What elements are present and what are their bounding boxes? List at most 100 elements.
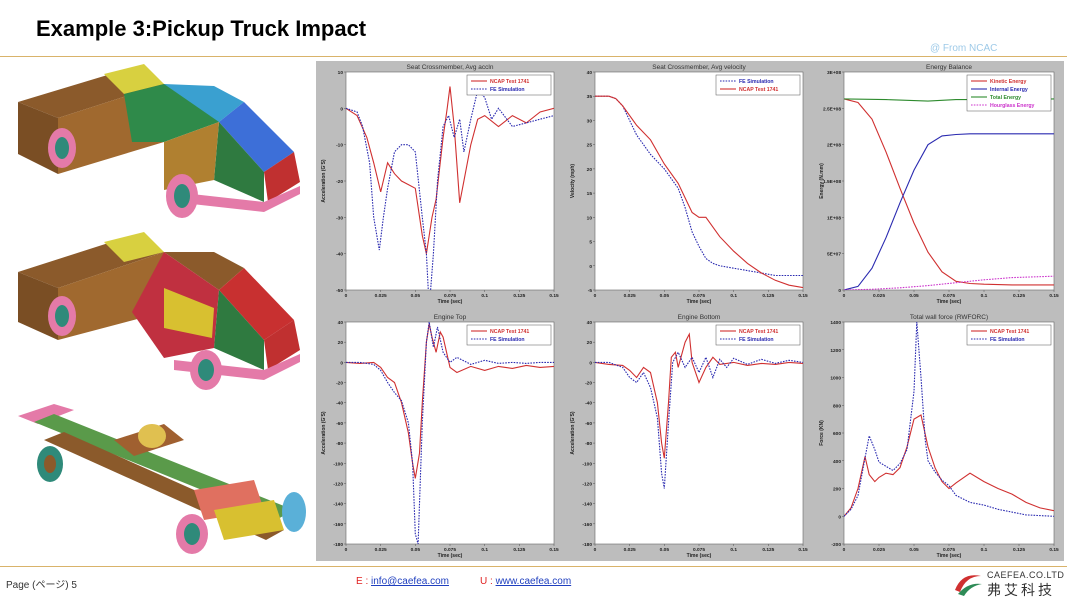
truck-chassis-image <box>18 404 306 554</box>
website-link[interactable]: www.caefea.com <box>495 576 572 587</box>
x-tick-label: 0.075 <box>444 293 456 299</box>
legend-entry: FE Simulation <box>490 87 525 93</box>
y-tick-label: -20 <box>336 179 343 185</box>
truck-exterior-image <box>18 64 300 218</box>
y-tick-label: 20 <box>338 340 344 346</box>
chart-seat-velocity: Seat Crossmember, Avg velocity 40 35 30 25 20… <box>567 62 811 306</box>
chart-title: Energy Balance <box>926 64 972 71</box>
company-name-cn: 弗艾科技 <box>987 582 1055 598</box>
y-tick-label: 10 <box>338 70 344 76</box>
x-tick-label: 0.1 <box>981 547 988 553</box>
page-number: Page (ページ) 5 <box>6 580 77 591</box>
x-tick-label: 0.025 <box>375 547 387 553</box>
y-tick-label: 20 <box>587 340 593 346</box>
series-line-ncap-test-1741 <box>595 95 803 289</box>
company-name-en: CAEFEA.CO.LTD <box>987 570 1065 580</box>
y-tick-label: 0 <box>589 360 592 366</box>
x-tick-label: 0.075 <box>693 547 705 553</box>
x-tick-label: 0.025 <box>873 293 885 299</box>
x-axis-label: Time (sec) <box>687 553 712 559</box>
y-tick-label: -180 <box>582 542 592 548</box>
x-tick-label: 0.05 <box>909 547 919 553</box>
chart-engine-top: Engine Top 40 20 0 -20 -40 -60 -80 -100 -120 -140 -… <box>318 312 562 560</box>
chart-title: Total wall force (RWFORC) <box>910 314 988 321</box>
email-link[interactable]: info@caefea.com <box>371 576 449 587</box>
y-tick-label: 400 <box>833 459 841 465</box>
y-tick-label: 40 <box>587 70 593 76</box>
y-tick-label: -200 <box>831 542 841 548</box>
plot-area <box>843 321 1055 545</box>
y-tick-label: 40 <box>338 320 344 326</box>
x-tick-label: 0.075 <box>943 293 955 299</box>
y-tick-label: 5 <box>589 240 592 246</box>
y-tick-label: -160 <box>582 522 592 528</box>
x-axis-label: Time (sec) <box>438 299 463 305</box>
page-title: Example 3:Pickup Truck Impact <box>36 16 367 41</box>
legend <box>466 74 552 96</box>
truck-cutaway-image <box>18 232 300 390</box>
y-tick-label: -20 <box>336 381 343 387</box>
x-tick-label: 0.1 <box>730 547 737 553</box>
legend-entry: NCAP Test 1741 <box>490 329 529 335</box>
y-tick-label: 40 <box>587 320 593 326</box>
y-tick-label: -40 <box>585 401 592 407</box>
legend <box>466 324 552 346</box>
x-tick-label: 0.075 <box>943 547 955 553</box>
series-line-fe-simulation <box>595 351 803 489</box>
y-tick-label: -160 <box>333 522 343 528</box>
y-tick-label: 0 <box>838 288 841 294</box>
y-axis-label: Force (KN) <box>819 420 825 446</box>
legend-entry: Kinetic Energy <box>990 79 1026 85</box>
y-tick-label: -5 <box>588 288 593 294</box>
legend-entry: Internal Energy <box>990 87 1028 93</box>
x-axis-label: Time (sec) <box>937 299 962 305</box>
y-tick-label: 1000 <box>830 376 841 382</box>
x-tick-label: 0.075 <box>693 293 705 299</box>
y-tick-label: -100 <box>582 461 592 467</box>
x-tick-label: 0.025 <box>624 293 636 299</box>
y-axis-label: Velocity (mph) <box>570 164 576 199</box>
y-tick-label: -60 <box>585 421 592 427</box>
y-axis-label: Acceleration (G'S) <box>321 411 327 454</box>
x-tick-label: 0 <box>843 293 846 299</box>
chart-title: Engine Top <box>434 314 467 321</box>
y-tick-label: -40 <box>336 401 343 407</box>
legend-entry: FE Simulation <box>990 337 1025 343</box>
series-line-ncap-test-1741 <box>595 332 803 459</box>
y-tick-label: 800 <box>833 403 841 409</box>
y-tick-label: 0 <box>589 264 592 270</box>
y-tick-label: -100 <box>333 461 343 467</box>
y-tick-label: 1E+08 <box>827 215 841 221</box>
y-tick-label: 5E+07 <box>827 252 841 258</box>
chart-title: Engine Bottom <box>678 314 721 321</box>
x-tick-label: 0.025 <box>375 293 387 299</box>
x-tick-label: 0.125 <box>1013 547 1025 553</box>
x-tick-label: 0 <box>843 547 846 553</box>
y-tick-label: 1200 <box>830 348 841 354</box>
plot-area <box>345 71 555 291</box>
x-tick-label: 0 <box>345 547 348 553</box>
plot-area <box>345 321 555 545</box>
chart-engine-bottom: Engine Bottom 40 20 0 -20 -40 -60 -80 -100 -120 -1… <box>567 312 811 560</box>
email-label: E : <box>356 576 369 587</box>
y-tick-label: -120 <box>582 481 592 487</box>
footer-divider <box>0 566 1067 567</box>
legend-entry: Total Energy <box>990 95 1021 101</box>
x-tick-label: 0.15 <box>549 547 559 553</box>
x-tick-label: 0.1 <box>481 293 488 299</box>
legend-entry: Hourglass Energy <box>990 103 1035 109</box>
legend-entry: NCAP Test 1741 <box>490 79 529 85</box>
series-line-ncap-test-1741 <box>346 86 554 254</box>
x-tick-label: 0 <box>594 293 597 299</box>
y-tick-label: 1400 <box>830 320 841 326</box>
legend-entry: FE Simulation <box>739 337 774 343</box>
x-tick-label: 0.05 <box>660 293 670 299</box>
legend <box>715 324 801 346</box>
chart-seat-accel: Seat Crossmember, Avg accln 10 0 -10 -20 -30 -… <box>318 62 562 306</box>
x-tick-label: 0.15 <box>1049 547 1059 553</box>
series-line-kinetic-energy <box>844 98 1054 286</box>
legend-entry: FE Simulation <box>739 79 774 85</box>
x-tick-label: 0.15 <box>798 547 808 553</box>
x-tick-label: 0.1 <box>481 547 488 553</box>
x-tick-label: 0.075 <box>444 547 456 553</box>
